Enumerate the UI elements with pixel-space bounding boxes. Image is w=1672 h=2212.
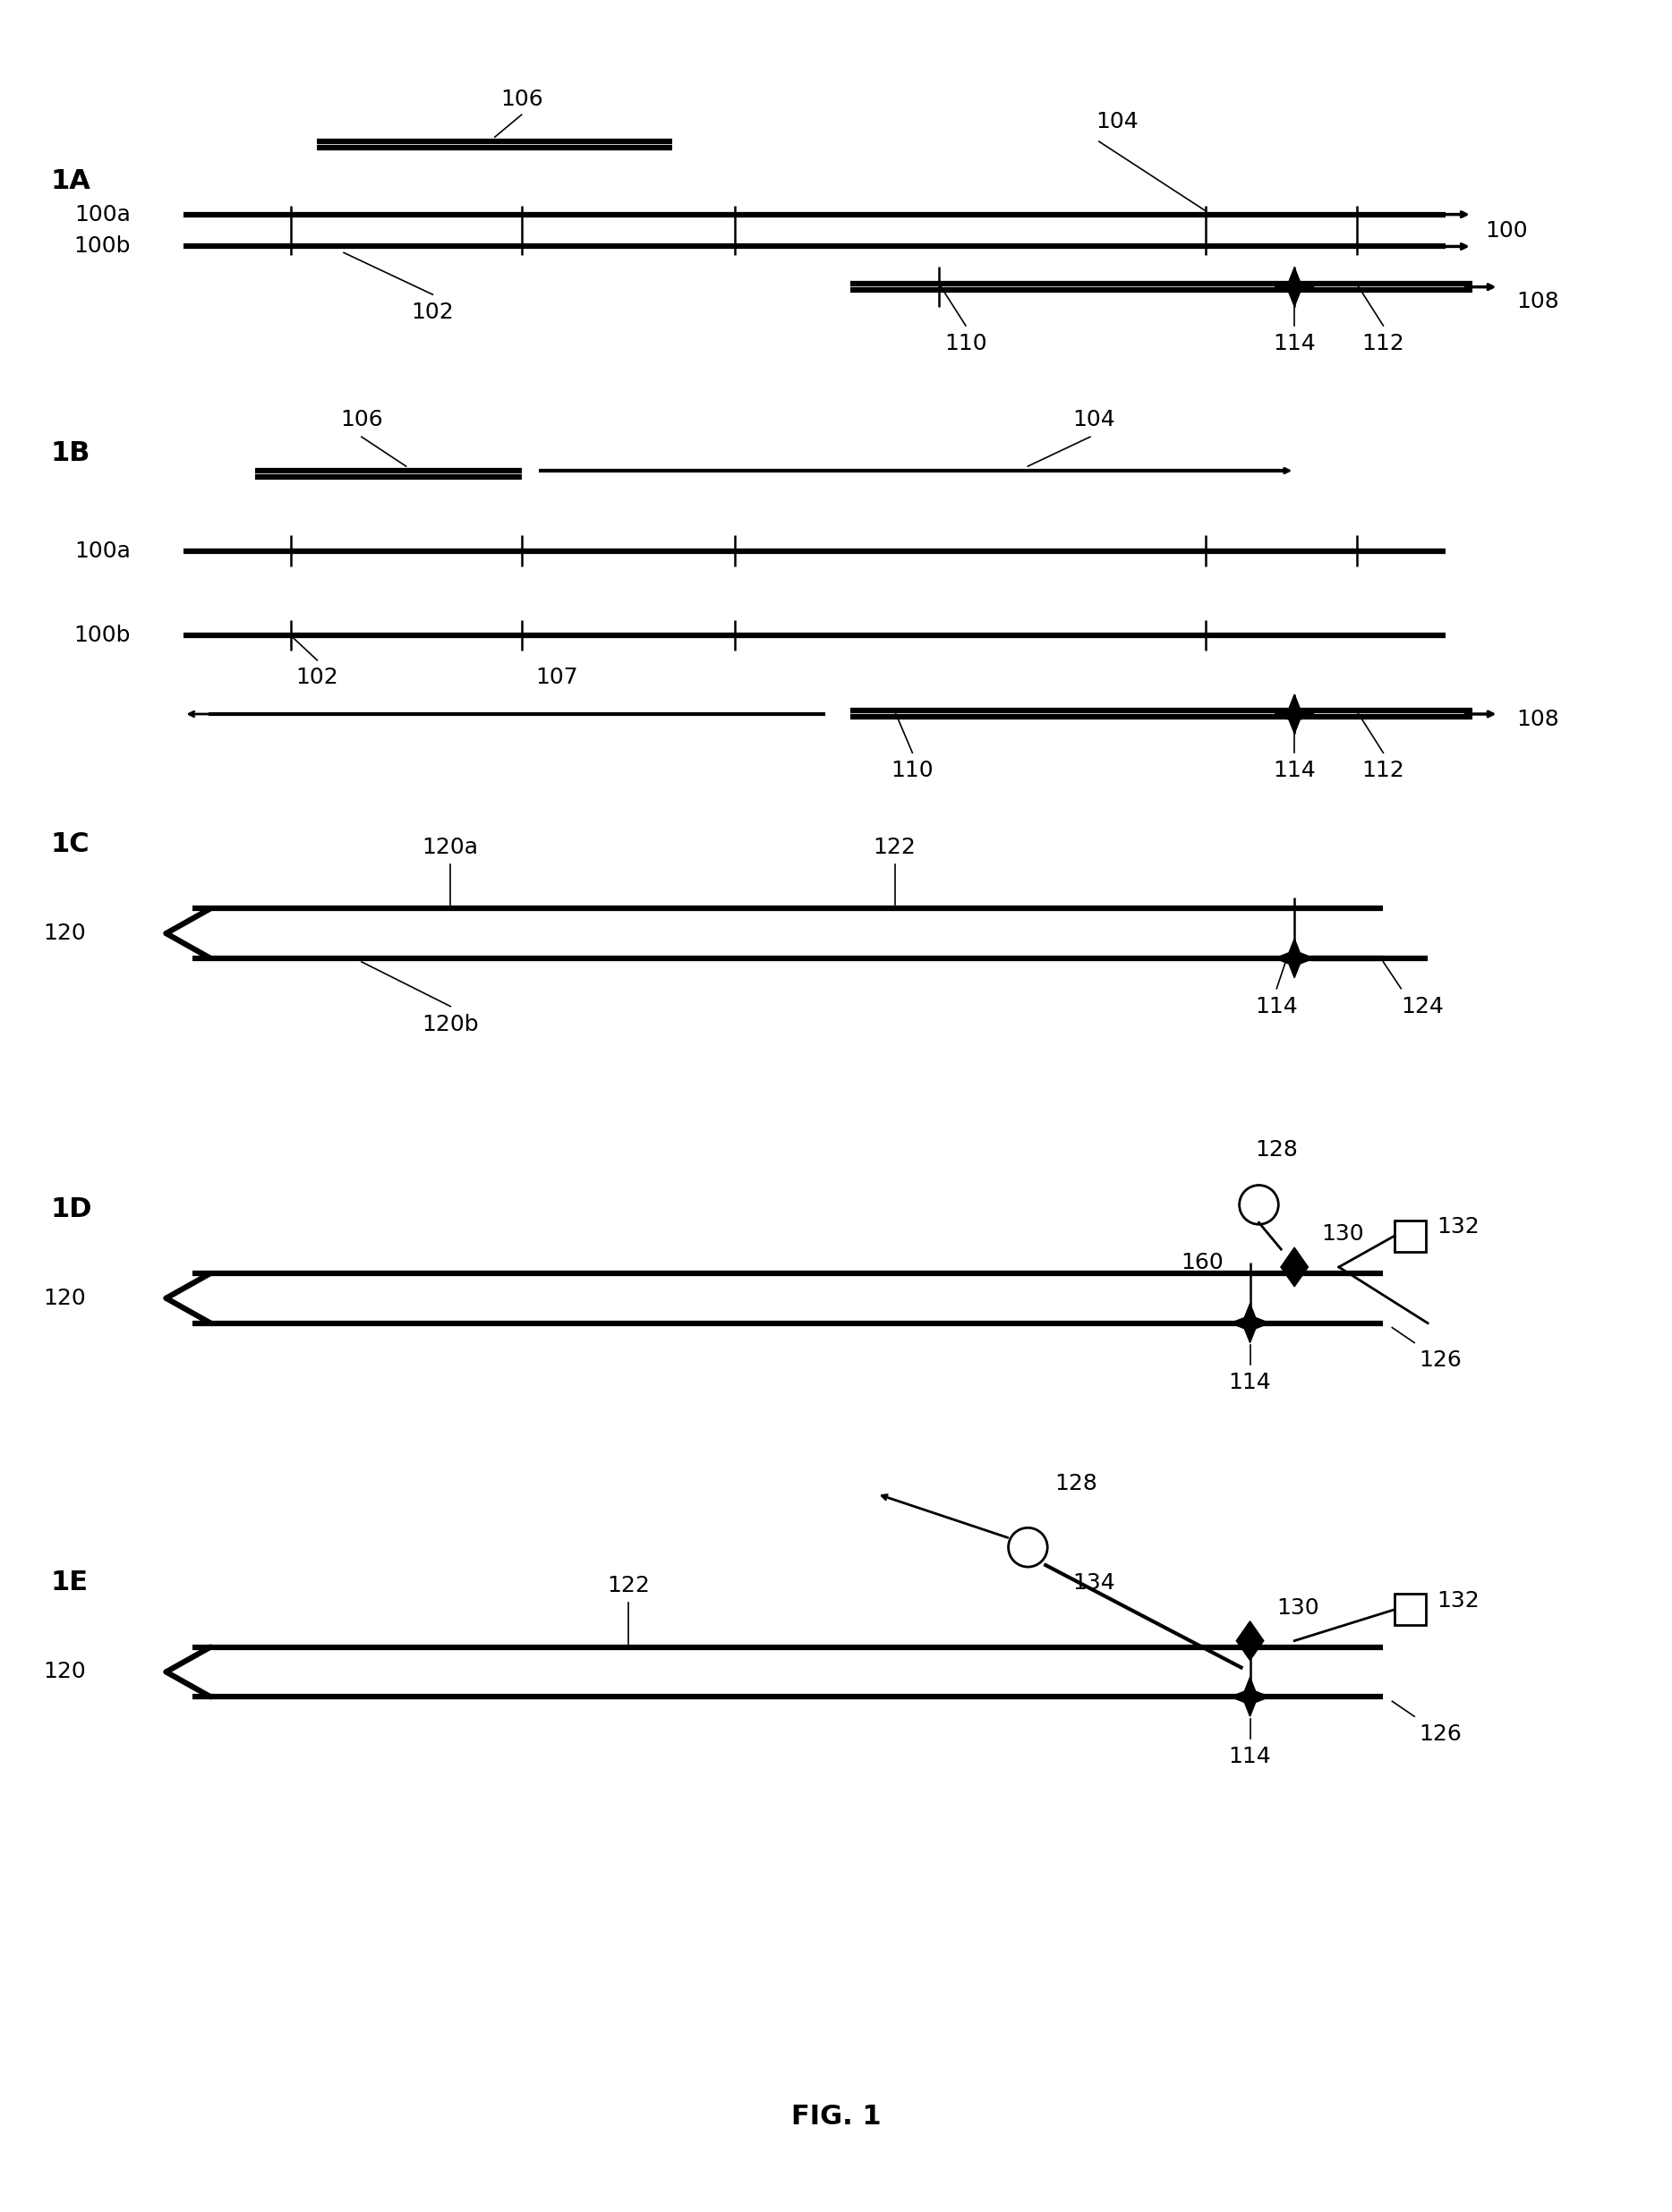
Polygon shape: [1231, 1677, 1269, 1717]
Text: 112: 112: [1363, 332, 1404, 354]
Text: 106: 106: [500, 88, 543, 111]
Text: 132: 132: [1436, 1590, 1480, 1613]
Text: 120: 120: [43, 922, 87, 945]
Text: 122: 122: [607, 1575, 649, 1597]
Text: 128: 128: [1055, 1473, 1097, 1493]
Text: 108: 108: [1517, 710, 1560, 730]
Bar: [1394, 1221, 1426, 1252]
Text: 1E: 1E: [50, 1571, 89, 1595]
Text: 114: 114: [1256, 995, 1297, 1018]
Text: 114: 114: [1229, 1745, 1271, 1767]
Text: 114: 114: [1229, 1371, 1271, 1394]
Text: 120: 120: [43, 1287, 87, 1310]
Text: 100b: 100b: [74, 237, 130, 257]
Text: 104: 104: [1072, 409, 1115, 431]
Text: 122: 122: [873, 836, 916, 858]
Text: 1A: 1A: [50, 168, 90, 195]
Text: 110: 110: [945, 332, 986, 354]
Polygon shape: [1274, 695, 1314, 734]
Text: 107: 107: [535, 666, 579, 688]
Text: 160: 160: [1180, 1252, 1224, 1274]
Polygon shape: [1274, 268, 1314, 307]
Text: 126: 126: [1420, 1349, 1461, 1371]
Bar: [1394, 1595, 1426, 1626]
Text: 106: 106: [339, 409, 383, 431]
Text: 100a: 100a: [74, 204, 130, 226]
Text: 100a: 100a: [74, 540, 130, 562]
Text: 124: 124: [1401, 995, 1445, 1018]
Text: 104: 104: [1095, 111, 1139, 133]
Text: 132: 132: [1436, 1217, 1480, 1239]
Text: 114: 114: [1272, 332, 1316, 354]
Text: 130: 130: [1277, 1597, 1319, 1619]
Polygon shape: [1231, 1303, 1269, 1343]
Text: 112: 112: [1363, 761, 1404, 781]
Text: FIG. 1: FIG. 1: [791, 2104, 881, 2130]
Text: 126: 126: [1420, 1723, 1461, 1745]
Text: 120: 120: [43, 1661, 87, 1683]
Text: 102: 102: [411, 301, 455, 323]
Polygon shape: [1236, 1621, 1264, 1661]
Text: 120a: 120a: [423, 836, 478, 858]
Polygon shape: [1281, 1248, 1308, 1287]
Text: 134: 134: [1072, 1573, 1115, 1593]
Text: 130: 130: [1321, 1223, 1364, 1245]
Text: 1D: 1D: [50, 1197, 92, 1223]
Text: 114: 114: [1272, 761, 1316, 781]
Text: 100: 100: [1485, 219, 1528, 241]
Text: 102: 102: [296, 666, 338, 688]
Text: 100b: 100b: [74, 624, 130, 646]
Polygon shape: [1274, 938, 1314, 978]
Text: 108: 108: [1517, 292, 1560, 312]
Text: 1C: 1C: [50, 832, 90, 858]
Text: 128: 128: [1256, 1139, 1297, 1161]
Text: 1B: 1B: [50, 440, 90, 467]
Text: 120b: 120b: [421, 1013, 478, 1035]
Text: 110: 110: [891, 761, 933, 781]
